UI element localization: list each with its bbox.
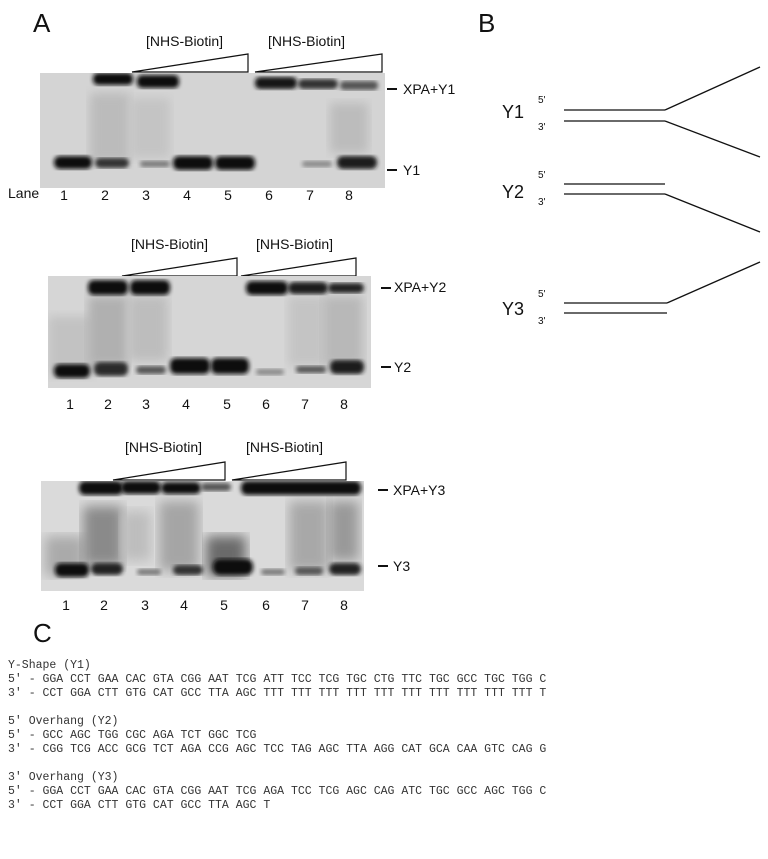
gel1-lane-7: 7 bbox=[306, 187, 314, 203]
gel3-lane-7: 7 bbox=[301, 597, 309, 613]
gel1-lane-1: 1 bbox=[60, 187, 68, 203]
gel2-wedges bbox=[121, 257, 357, 277]
y2-5prime: 5' bbox=[538, 170, 546, 181]
gel1-bands bbox=[54, 73, 378, 170]
gel2-lane-7: 7 bbox=[301, 396, 309, 412]
gel1-free-label: Y1 bbox=[403, 162, 421, 178]
gel2-wedge-label-2: [NHS-Biotin] bbox=[256, 236, 334, 252]
gel1-lane-6: 6 bbox=[265, 187, 273, 203]
gel3-lane-6: 6 bbox=[262, 597, 270, 613]
gel1-lane-8: 8 bbox=[345, 187, 353, 203]
gel1-wedge-label-2: [NHS-Biotin] bbox=[268, 33, 346, 49]
gel2-marker-ticks bbox=[381, 287, 391, 368]
gel3-lane-4: 4 bbox=[180, 597, 188, 613]
y3-5prime: 5' bbox=[538, 289, 546, 300]
gel3-wedge-label-1: [NHS-Biotin] bbox=[125, 439, 203, 455]
gel2-complex-label: XPA+Y2 bbox=[394, 279, 447, 295]
gel1-lane-5: 5 bbox=[224, 187, 232, 203]
y2-name: Y2 bbox=[502, 182, 525, 202]
gel3-wedge-label-2: [NHS-Biotin] bbox=[246, 439, 324, 455]
gel2-lane-2: 2 bbox=[104, 396, 112, 412]
gel2-lane-4: 4 bbox=[182, 396, 190, 412]
gel3-wedges bbox=[112, 461, 347, 481]
y1-name: Y1 bbox=[502, 102, 525, 122]
seq-y2-5: 5' - GCC AGC TGG CGC AGA TCT GGC TCG bbox=[8, 729, 257, 742]
seq-y3-5: 5' - GGA CCT GAA CAC GTA CGG AAT TCG AGA… bbox=[8, 785, 547, 798]
seq-y3-3: 3' - CCT GGA CTT GTG CAT GCC TTA AGC T bbox=[8, 799, 271, 812]
gel3-lane-5: 5 bbox=[220, 597, 228, 613]
gel2-lane-3: 3 bbox=[142, 396, 150, 412]
panel-letter-a: A bbox=[33, 8, 51, 38]
gel2-bands bbox=[48, 280, 364, 378]
seq-y3-title: 3' Overhang (Y3) bbox=[8, 771, 119, 784]
gel3-free-label: Y3 bbox=[393, 558, 411, 574]
gel2-image bbox=[48, 276, 371, 388]
gel2-lane-5: 5 bbox=[223, 396, 231, 412]
gel2-wedge-label-1: [NHS-Biotin] bbox=[131, 236, 209, 252]
seq-y2-3: 3' - CGG TCG ACC GCG TCT AGA CCG AGC TCC… bbox=[8, 743, 547, 756]
y3-3prime: 3' bbox=[538, 316, 546, 327]
y2-3prime: 3' bbox=[538, 197, 546, 208]
gel1-wedges bbox=[131, 53, 383, 73]
y1-structure bbox=[564, 66, 761, 158]
gel1-lane-2: 2 bbox=[101, 187, 109, 203]
gel1-lane-word: Lane bbox=[8, 185, 40, 201]
gel3-marker-ticks bbox=[378, 489, 388, 567]
gel2-free-label: Y2 bbox=[394, 359, 412, 375]
gel1-marker-ticks bbox=[387, 88, 397, 171]
gel3-lane-2: 2 bbox=[100, 597, 108, 613]
seq-y1-title: Y-Shape (Y1) bbox=[8, 659, 91, 672]
y3-name: Y3 bbox=[502, 299, 525, 319]
seq-y2-title: 5' Overhang (Y2) bbox=[8, 715, 119, 728]
y2-structure bbox=[564, 183, 761, 233]
y1-5prime: 5' bbox=[538, 95, 546, 106]
seq-y1-3: 3' - CCT GGA CTT GTG CAT GCC TTA AGC TTT… bbox=[8, 687, 547, 700]
seq-y1-5: 5' - GGA CCT GAA CAC GTA CGG AAT TCG ATT… bbox=[8, 673, 547, 686]
gel2-lane-6: 6 bbox=[262, 396, 270, 412]
gel3-lane-8: 8 bbox=[340, 597, 348, 613]
y1-3prime: 3' bbox=[538, 122, 546, 133]
gel2-lane-8: 8 bbox=[340, 396, 348, 412]
gel3-bands bbox=[45, 481, 361, 577]
gel1-complex-label: XPA+Y1 bbox=[403, 81, 456, 97]
gel1-wedge-label-1: [NHS-Biotin] bbox=[146, 33, 224, 49]
gel3-complex-label: XPA+Y3 bbox=[393, 482, 446, 498]
gel3-lane-1: 1 bbox=[62, 597, 70, 613]
substrate-schematic bbox=[564, 66, 761, 314]
gel1-image bbox=[40, 73, 385, 188]
gel1-lane-4: 4 bbox=[183, 187, 191, 203]
panel-letter-c: C bbox=[33, 618, 52, 648]
gel3-image bbox=[41, 481, 364, 591]
panel-letter-b: B bbox=[478, 8, 496, 38]
gel2-lane-1: 1 bbox=[66, 396, 74, 412]
gel1-lane-3: 3 bbox=[142, 187, 150, 203]
y3-structure bbox=[564, 261, 761, 314]
gel3-lane-3: 3 bbox=[141, 597, 149, 613]
